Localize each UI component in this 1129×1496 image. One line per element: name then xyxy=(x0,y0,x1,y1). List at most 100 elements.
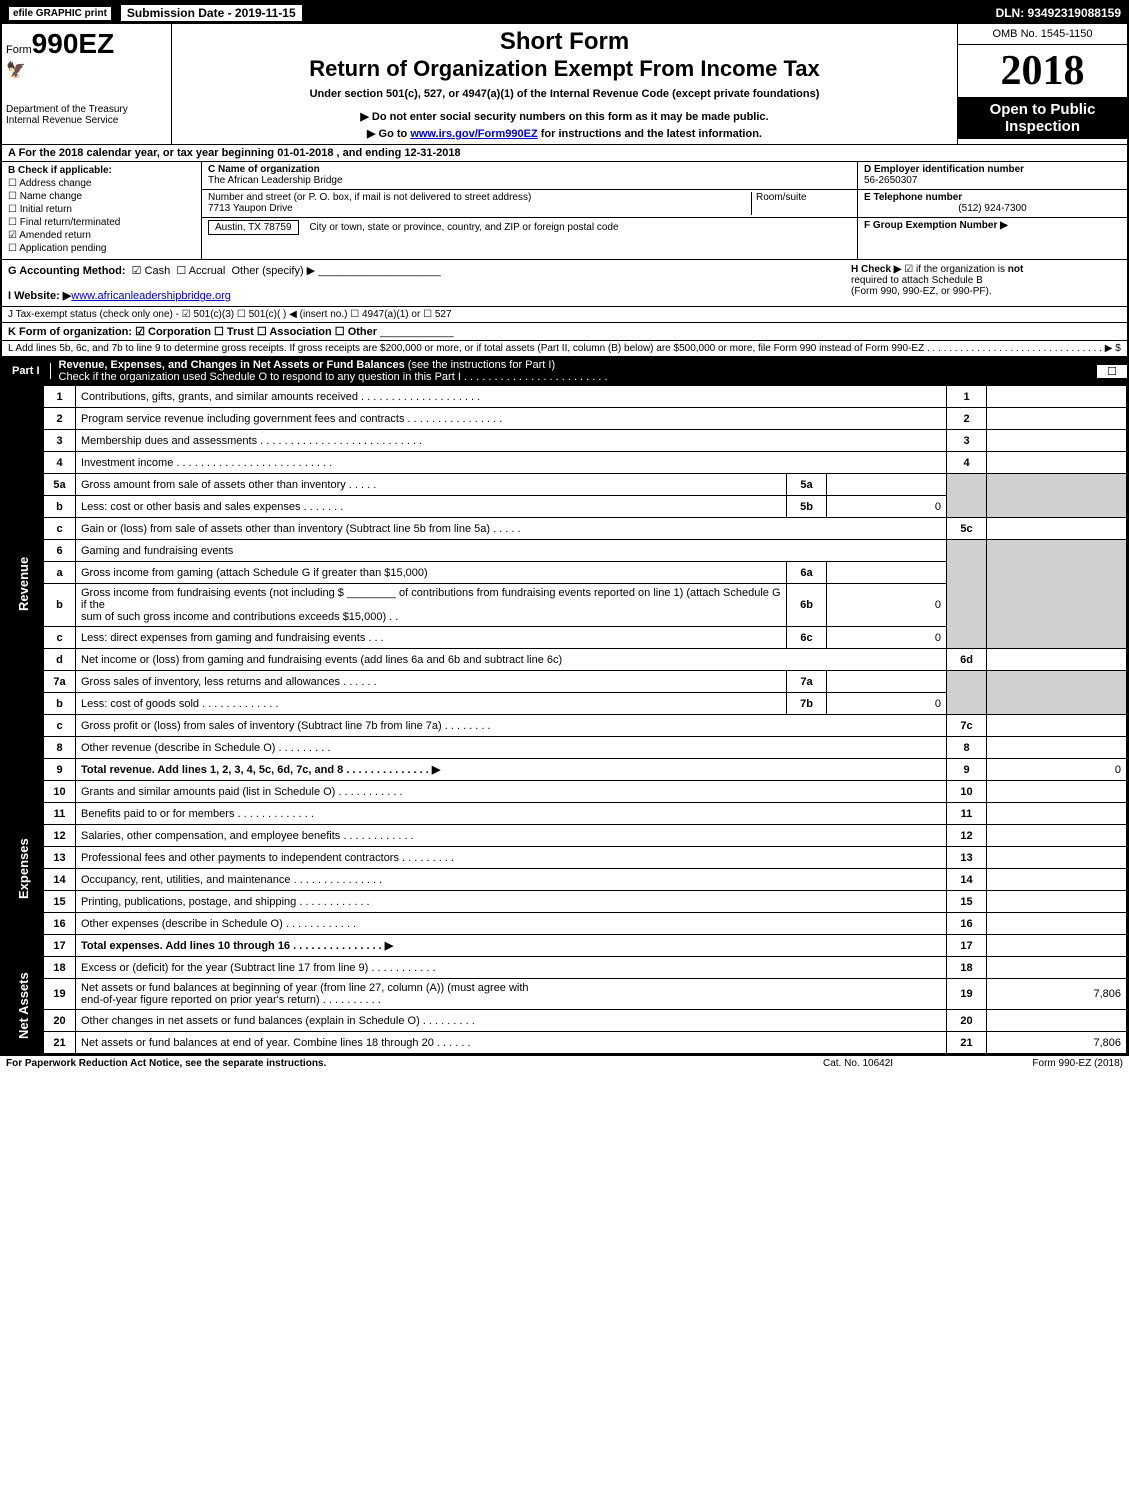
form-prefix: Form xyxy=(6,44,32,56)
city-row: Austin, TX 78759 City or town, state or … xyxy=(202,218,857,237)
line-11-desc: Benefits paid to or for members . . . . … xyxy=(76,803,947,825)
header-row: Form990EZ 🦅 Department of the Treasury I… xyxy=(2,24,1127,145)
line-1-desc: Contributions, gifts, grants, and simila… xyxy=(76,386,947,408)
go-to-line: ▶ Go to www.irs.gov/Form990EZ for instru… xyxy=(176,127,953,140)
chk-name-change[interactable]: ☐ Name change xyxy=(8,191,195,202)
line-7c: cGross profit or (loss) from sales of in… xyxy=(3,715,1127,737)
chk-application-pending[interactable]: ☐ Application pending xyxy=(8,243,195,254)
line-3: 3Membership dues and assessments . . . .… xyxy=(3,430,1127,452)
ein: 56-2650307 xyxy=(864,175,917,186)
line-6c-num: 6c xyxy=(787,627,827,649)
go-to-link[interactable]: www.irs.gov/Form990EZ xyxy=(410,128,537,140)
part1-header: Part I Revenue, Expenses, and Changes in… xyxy=(2,357,1127,385)
line-5b-num: 5b xyxy=(787,496,827,518)
line-17: 17Total expenses. Add lines 10 through 1… xyxy=(3,935,1127,957)
chk-final-return[interactable]: ☐ Final return/terminated xyxy=(8,217,195,228)
line-2: 2Program service revenue including gover… xyxy=(3,408,1127,430)
h-text2: required to attach Schedule B xyxy=(851,275,983,286)
chk-address-change[interactable]: ☐ Address change xyxy=(8,178,195,189)
row-a-tax-year: A For the 2018 calendar year, or tax yea… xyxy=(2,145,1127,162)
footer-form: Form 990-EZ (2018) xyxy=(973,1058,1123,1069)
line-6-desc: Gaming and fundraising events xyxy=(76,540,947,562)
line-6a-desc: Gross income from gaming (attach Schedul… xyxy=(76,562,787,584)
line-9: 9Total revenue. Add lines 1, 2, 3, 4, 5c… xyxy=(3,759,1127,781)
row-l-gross-receipts: L Add lines 5b, 6c, and 7b to line 9 to … xyxy=(2,341,1127,357)
g-other[interactable]: Other (specify) ▶ xyxy=(232,265,316,277)
row-a-end: 12-31-2018 xyxy=(404,147,460,159)
h-text3: (Form 990, 990-EZ, or 990-PF). xyxy=(851,286,992,297)
footer-left: For Paperwork Reduction Act Notice, see … xyxy=(6,1058,823,1069)
line-21: 21Net assets or fund balances at end of … xyxy=(3,1032,1127,1054)
part1-check-line: Check if the organization used Schedule … xyxy=(59,371,608,383)
line-19: 19Net assets or fund balances at beginni… xyxy=(3,979,1127,1010)
line-8: 8Other revenue (describe in Schedule O) … xyxy=(3,737,1127,759)
revenue-side-label: Revenue xyxy=(3,386,44,781)
website[interactable]: www.africanleadershipbridge.org xyxy=(71,290,231,302)
h-not: not xyxy=(1008,264,1024,275)
org-name: The African Leadership Bridge xyxy=(208,175,343,186)
j-text: J Tax-exempt status (check only one) - ☑… xyxy=(8,309,452,320)
line-10-desc: Grants and similar amounts paid (list in… xyxy=(76,781,947,803)
efile-label: efile GRAPHIC print xyxy=(8,6,112,21)
line-6a-num: 6a xyxy=(787,562,827,584)
line-7a-desc: Gross sales of inventory, less returns a… xyxy=(76,671,787,693)
do-not-enter: ▶ Do not enter social security numbers o… xyxy=(176,110,953,123)
col-b-label: B Check if applicable: xyxy=(8,165,112,176)
line-5a: 5aGross amount from sale of assets other… xyxy=(3,474,1127,496)
line-2-desc: Program service revenue including govern… xyxy=(76,408,947,430)
line-19-val: 7,806 xyxy=(987,979,1127,1010)
line-16-desc: Other expenses (describe in Schedule O) … xyxy=(76,913,947,935)
line-4-desc: Investment income . . . . . . . . . . . … xyxy=(76,452,947,474)
return-title: Return of Organization Exempt From Incom… xyxy=(176,56,953,82)
street-label: Number and street (or P. O. box, if mail… xyxy=(208,192,531,203)
part1-title-rest: (see the instructions for Part I) xyxy=(405,359,555,371)
header-right: OMB No. 1545-1150 2018 Open to Public In… xyxy=(957,24,1127,144)
g-accrual[interactable]: Accrual xyxy=(189,265,226,277)
line-11: 11Benefits paid to or for members . . . … xyxy=(3,803,1127,825)
lines-table: Revenue 1Contributions, gifts, grants, a… xyxy=(2,385,1127,1054)
expenses-side-label: Expenses xyxy=(3,781,44,957)
city-value: Austin, TX 78759 xyxy=(208,220,299,235)
l-text: L Add lines 5b, 6c, and 7b to line 9 to … xyxy=(8,343,1121,354)
form-number: 990EZ xyxy=(32,28,115,59)
line-16: 16Other expenses (describe in Schedule O… xyxy=(3,913,1127,935)
line-10: Expenses 10Grants and similar amounts pa… xyxy=(3,781,1127,803)
tel: (512) 924-7300 xyxy=(864,203,1121,214)
netassets-side-label: Net Assets xyxy=(3,957,44,1054)
irs-label: Internal Revenue Service xyxy=(6,115,167,126)
chk-amended-return[interactable]: ☑ Amended return xyxy=(8,230,195,241)
line-1: Revenue 1Contributions, gifts, grants, a… xyxy=(3,386,1127,408)
short-form-title: Short Form xyxy=(176,28,953,56)
line-7b-val: 0 xyxy=(827,693,947,715)
line-6c-desc: Less: direct expenses from gaming and fu… xyxy=(76,627,787,649)
line-21-desc: Net assets or fund balances at end of ye… xyxy=(76,1032,947,1054)
row-k-form-org: K Form of organization: ☑ Corporation ☐ … xyxy=(2,323,1127,341)
chk-initial-return[interactable]: ☐ Initial return xyxy=(8,204,195,215)
line-20-desc: Other changes in net assets or fund bala… xyxy=(76,1010,947,1032)
line-4: 4Investment income . . . . . . . . . . .… xyxy=(3,452,1127,474)
org-name-row: C Name of organization The African Leade… xyxy=(202,162,857,190)
line-13: 13Professional fees and other payments t… xyxy=(3,847,1127,869)
line-7b-num: 7b xyxy=(787,693,827,715)
street: 7713 Yaupon Drive xyxy=(208,203,293,214)
line-5c-desc: Gain or (loss) from sale of assets other… xyxy=(76,518,947,540)
footer-cat: Cat. No. 10642I xyxy=(823,1058,973,1069)
line-5b-desc: Less: cost or other basis and sales expe… xyxy=(76,496,787,518)
part1-check-box[interactable]: ☐ xyxy=(1097,365,1127,378)
line-18: Net Assets 18Excess or (deficit) for the… xyxy=(3,957,1127,979)
go-to-prefix: ▶ Go to xyxy=(367,128,410,140)
omb-number: OMB No. 1545-1150 xyxy=(958,24,1127,45)
line-9-desc: Total revenue. Add lines 1, 2, 3, 4, 5c,… xyxy=(76,759,947,781)
line-15: 15Printing, publications, postage, and s… xyxy=(3,891,1127,913)
k-text: K Form of organization: ☑ Corporation ☐ … xyxy=(8,326,377,338)
line-12: 12Salaries, other compensation, and empl… xyxy=(3,825,1127,847)
city-label: City or town, state or province, country… xyxy=(309,222,618,233)
h-text1: if the organization is xyxy=(916,264,1008,275)
line-7a-num: 7a xyxy=(787,671,827,693)
i-label: I Website: ▶ xyxy=(8,290,71,302)
submission-date: Submission Date - 2019-11-15 xyxy=(120,4,303,22)
line-7c-desc: Gross profit or (loss) from sales of inv… xyxy=(76,715,947,737)
g-cash[interactable]: Cash xyxy=(145,265,171,277)
line-6b-desc: Gross income from fundraising events (no… xyxy=(76,584,787,627)
line-6: 6Gaming and fundraising events xyxy=(3,540,1127,562)
